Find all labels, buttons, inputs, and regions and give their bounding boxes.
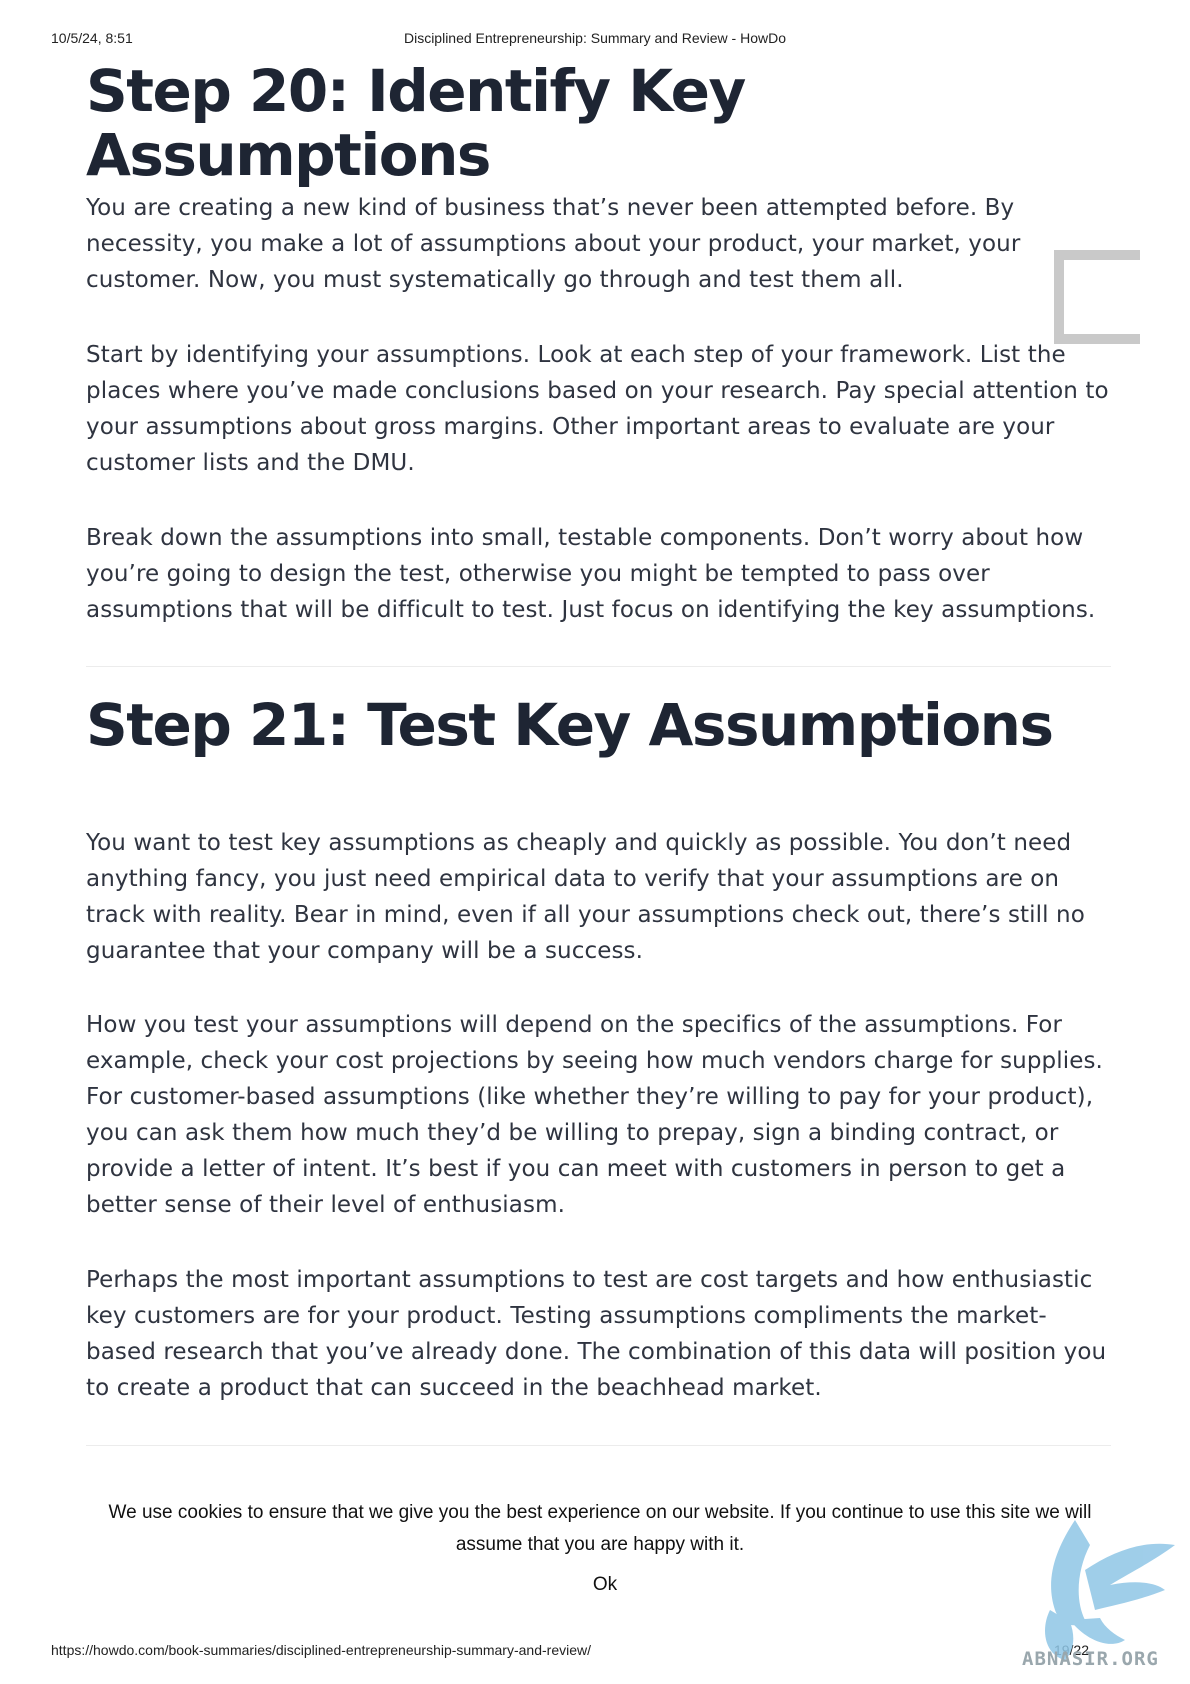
bracket-icon [1054,250,1140,344]
section-heading: Step 20: Identify Key Assumptions [86,57,746,189]
section-step-21-body: You want to test key assumptions as chea… [86,825,1116,969]
paragraph: You want to test key assumptions as chea… [86,830,1085,964]
cookie-ok-button[interactable]: Ok [592,1574,618,1595]
section-divider [86,666,1111,667]
section-heading: Step 21: Test Key Assumptions [86,691,1054,759]
section-step-20-body-3: Break down the assumptions into small, t… [86,520,1116,628]
section-step-20-body: You are creating a new kind of business … [86,190,1116,298]
paragraph: You are creating a new kind of business … [86,195,1021,293]
section-step-20-body-2: Start by identifying your assumptions. L… [86,337,1116,481]
print-footer: https://howdo.com/book-summaries/discipl… [51,1642,1139,1662]
paragraph: How you test your assumptions will depen… [86,1012,1103,1218]
print-datetime: 10/5/24, 8:51 [51,30,133,46]
section-divider [86,1445,1111,1446]
cookie-banner-message: We use cookies to ensure that we give yo… [108,1502,1092,1555]
print-header: 10/5/24, 8:51 Disciplined Entrepreneursh… [51,30,1139,50]
paragraph: Break down the assumptions into small, t… [86,525,1096,623]
paragraph: Perhaps the most important assumptions t… [86,1267,1107,1401]
paragraph: Start by identifying your assumptions. L… [86,342,1109,476]
griffin-logo-icon [1045,1520,1175,1660]
section-step-20: Step 20: Identify Key Assumptions [86,57,1116,189]
section-step-21-body-3: Perhaps the most important assumptions t… [86,1262,1116,1406]
watermark-text: ABNASIR.ORG [1022,1648,1159,1670]
page-url: https://howdo.com/book-summaries/discipl… [51,1642,591,1658]
print-page-title: Disciplined Entrepreneurship: Summary an… [403,30,787,46]
section-step-21-body-2: How you test your assumptions will depen… [86,1007,1116,1223]
section-step-21: Step 21: Test Key Assumptions [86,691,1116,759]
